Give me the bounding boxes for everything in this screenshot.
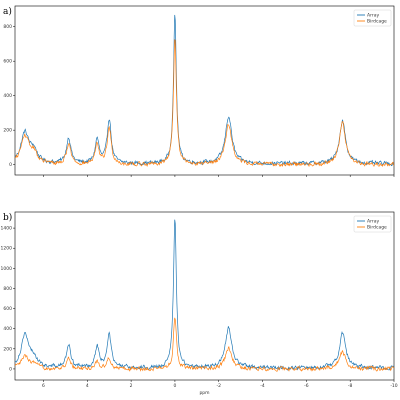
y-tick-label: 0 [9,162,12,168]
panel-label: b) [3,212,12,223]
legend-box [353,9,392,27]
legend-box [353,215,392,233]
y-tick-label: 400 [3,326,12,332]
y-tick-label: 0 [9,366,12,372]
plot-frame [14,5,395,176]
plot-frame [14,211,395,381]
x-tick-label: -6 [304,383,309,389]
legend-entry: Array [367,13,379,19]
y-tick-label: 1200 [1,246,13,252]
series-line-birdcage [15,39,394,168]
y-tick-label: 200 [3,346,12,352]
x-tick-label: -8 [348,383,353,389]
series-line-array [15,219,394,371]
y-tick-label: 800 [3,24,12,30]
x-tick-label: 6 [42,383,45,389]
series-line-birdcage [15,317,394,372]
series-line-array [15,14,394,167]
y-tick-label: 1400 [1,226,13,232]
legend-entry: Array [367,219,379,225]
y-tick-label: 800 [3,286,12,292]
y-tick-label: 200 [3,128,12,134]
panel-label: a) [3,6,12,17]
x-tick-label: 4 [86,383,89,389]
x-tick-label: -10 [390,383,397,389]
x-tick-label: 2 [130,383,133,389]
x-tick-label: 0 [173,383,176,389]
y-tick-label: 600 [3,59,12,65]
legend-entry: Birdcage [367,225,387,231]
y-tick-label: 400 [3,93,12,99]
x-axis-label: ppm [199,391,209,396]
x-tick-label: -4 [260,383,265,389]
y-tick-label: 600 [3,306,12,312]
panel-b: b) 0 200 400 600 800 1000 1200 1400 6 4 2 0 -2 -4 -6 -8 -… [1,211,398,396]
x-tick-label: -2 [216,383,221,389]
y-tick-label: 1000 [1,266,13,272]
legend-entry: Birdcage [367,19,387,25]
